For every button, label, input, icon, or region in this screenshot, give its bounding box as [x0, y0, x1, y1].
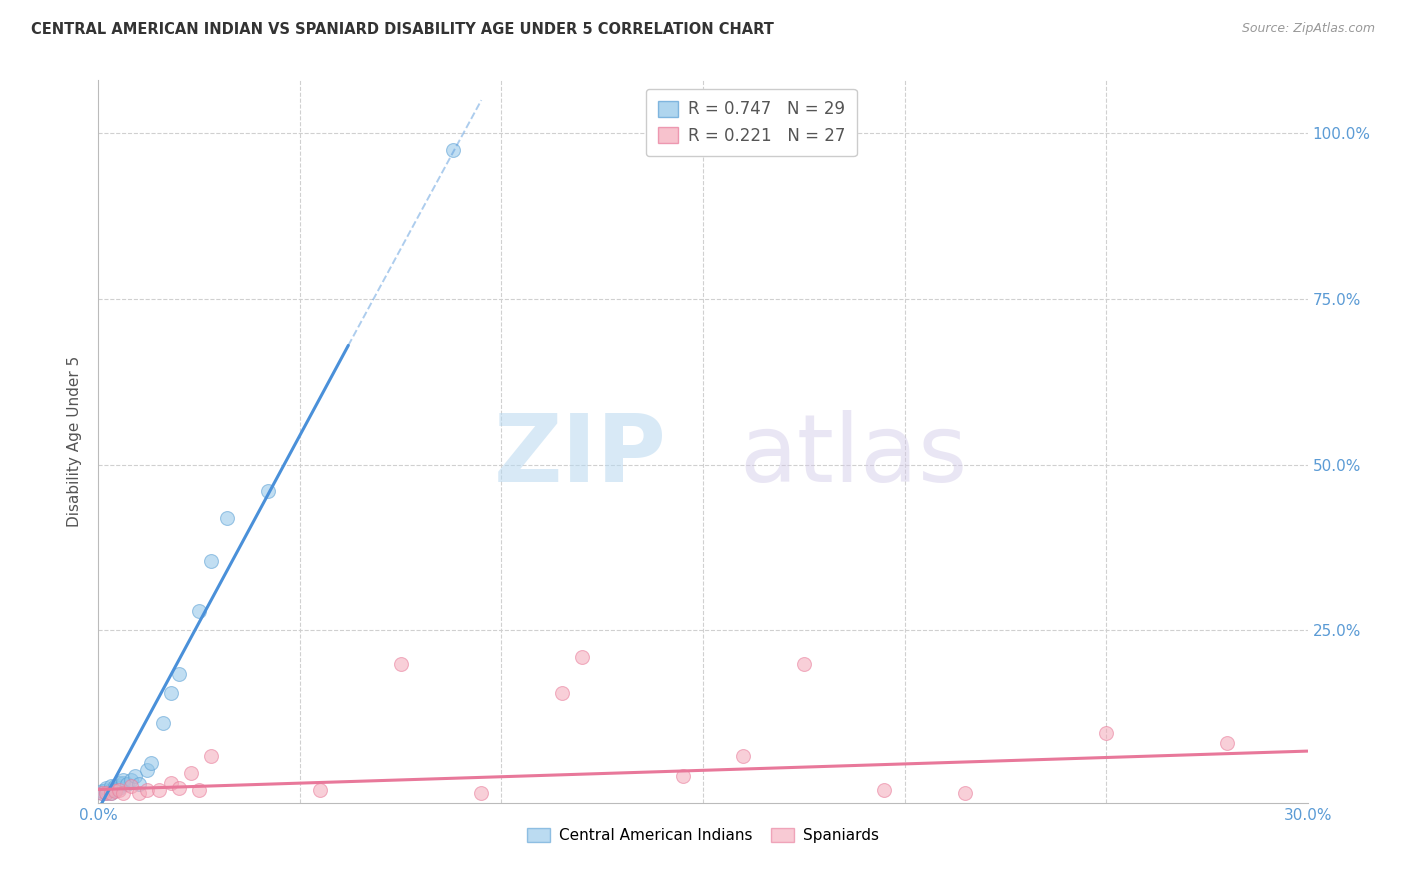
Point	[91, 786, 114, 800]
Point	[139, 756, 162, 770]
Point	[96, 786, 118, 800]
Point	[200, 554, 222, 568]
Point	[571, 650, 593, 665]
Point	[733, 749, 755, 764]
Point	[120, 779, 142, 793]
Point	[200, 749, 222, 764]
Point	[103, 784, 125, 798]
Point	[188, 782, 211, 797]
Point	[180, 766, 202, 780]
Point	[309, 782, 332, 797]
Text: CENTRAL AMERICAN INDIAN VS SPANIARD DISABILITY AGE UNDER 5 CORRELATION CHART: CENTRAL AMERICAN INDIAN VS SPANIARD DISA…	[31, 22, 773, 37]
Point	[124, 769, 146, 783]
Point	[107, 781, 129, 796]
Point	[441, 143, 464, 157]
Point	[167, 666, 190, 681]
Point	[96, 782, 118, 797]
Point	[107, 776, 129, 790]
Point	[148, 782, 170, 797]
Point	[120, 772, 142, 787]
Point	[135, 763, 157, 777]
Point	[107, 782, 129, 797]
Point	[217, 510, 239, 524]
Text: Source: ZipAtlas.com: Source: ZipAtlas.com	[1241, 22, 1375, 36]
Point	[107, 779, 129, 793]
Point	[115, 777, 138, 791]
Point	[188, 603, 211, 617]
Point	[152, 716, 174, 731]
Point	[389, 657, 412, 671]
Point	[551, 686, 574, 700]
Point	[1095, 726, 1118, 740]
Point	[873, 782, 896, 797]
Point	[128, 777, 150, 791]
Point	[111, 772, 134, 787]
Point	[96, 781, 118, 796]
Point	[91, 786, 114, 800]
Point	[672, 769, 695, 783]
Point	[91, 784, 114, 798]
Point	[470, 786, 492, 800]
Point	[100, 779, 122, 793]
Point	[96, 786, 118, 800]
Point	[128, 786, 150, 800]
Point	[103, 779, 125, 793]
Point	[100, 786, 122, 800]
Point	[100, 782, 122, 797]
Point	[160, 776, 183, 790]
Point	[167, 781, 190, 796]
Point	[1216, 736, 1239, 750]
Point	[103, 782, 125, 797]
Point	[160, 686, 183, 700]
Point	[793, 657, 815, 671]
Legend: Central American Indians, Spaniards: Central American Indians, Spaniards	[520, 822, 886, 849]
Point	[111, 776, 134, 790]
Text: atlas: atlas	[740, 410, 967, 502]
Point	[135, 782, 157, 797]
Text: ZIP: ZIP	[494, 410, 666, 502]
Point	[256, 484, 278, 499]
Point	[111, 786, 134, 800]
Point	[953, 786, 976, 800]
Point	[100, 786, 122, 800]
Y-axis label: Disability Age Under 5: Disability Age Under 5	[67, 356, 83, 527]
